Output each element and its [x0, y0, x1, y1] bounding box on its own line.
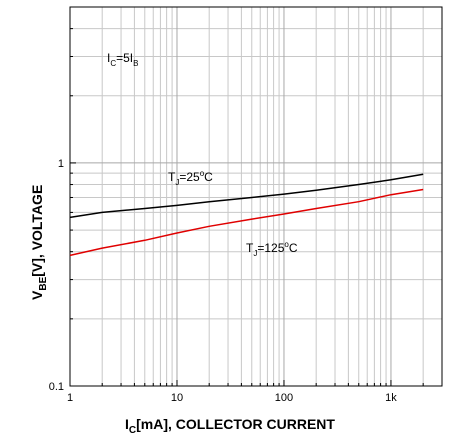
- label-25c-sub: J: [175, 178, 179, 187]
- label-125c-degree: o: [284, 240, 289, 249]
- axis-ticks: [69, 6, 443, 387]
- series-line-125c: [69, 188, 424, 257]
- x-tick-label: 1k: [385, 392, 397, 404]
- series-label-125c: TJ=125oC: [246, 240, 298, 258]
- y-axis-title-rest: [V], VOLTAGE: [29, 185, 45, 277]
- x-axis-title-sub: C: [129, 425, 136, 436]
- label-125c-value: =125: [257, 241, 284, 255]
- series-line-25c: [69, 173, 424, 219]
- y-axis-title-sub: BE: [38, 276, 49, 290]
- x-axis-title-rest: [mA], COLLECTOR CURRENT: [136, 416, 335, 432]
- y-axis-title-main: V: [29, 290, 45, 300]
- x-tick-label: 10: [171, 392, 183, 404]
- label-25c-value: =25: [179, 170, 200, 184]
- condition-mid: =5I: [116, 51, 133, 65]
- x-tick-label: 1: [67, 392, 73, 404]
- label-125c-main: T: [246, 241, 254, 255]
- condition-annotation: IC=5IB: [107, 51, 138, 68]
- series-layer: [69, 173, 424, 257]
- plot-area-frame: [69, 6, 443, 387]
- y-axis-title: VBE[V], VOLTAGE: [29, 185, 49, 300]
- x-axis-title-main: I: [125, 416, 129, 432]
- condition-a-sub: C: [110, 59, 116, 68]
- condition-a: I: [107, 51, 110, 65]
- label-25c-unit: C: [204, 170, 213, 184]
- y-tick-label: 0.1: [49, 381, 64, 393]
- y-tick-label: 1: [58, 158, 64, 170]
- x-axis-title: IC[mA], COLLECTOR CURRENT: [125, 416, 335, 436]
- condition-b-sub: B: [133, 59, 138, 68]
- label-125c-unit: C: [289, 241, 298, 255]
- label-25c-degree: o: [200, 169, 205, 178]
- label-25c-main: T: [168, 170, 176, 184]
- x-tick-label: 100: [275, 392, 293, 404]
- label-125c-sub: J: [253, 249, 257, 258]
- series-label-25c: TJ=25oC: [168, 169, 213, 187]
